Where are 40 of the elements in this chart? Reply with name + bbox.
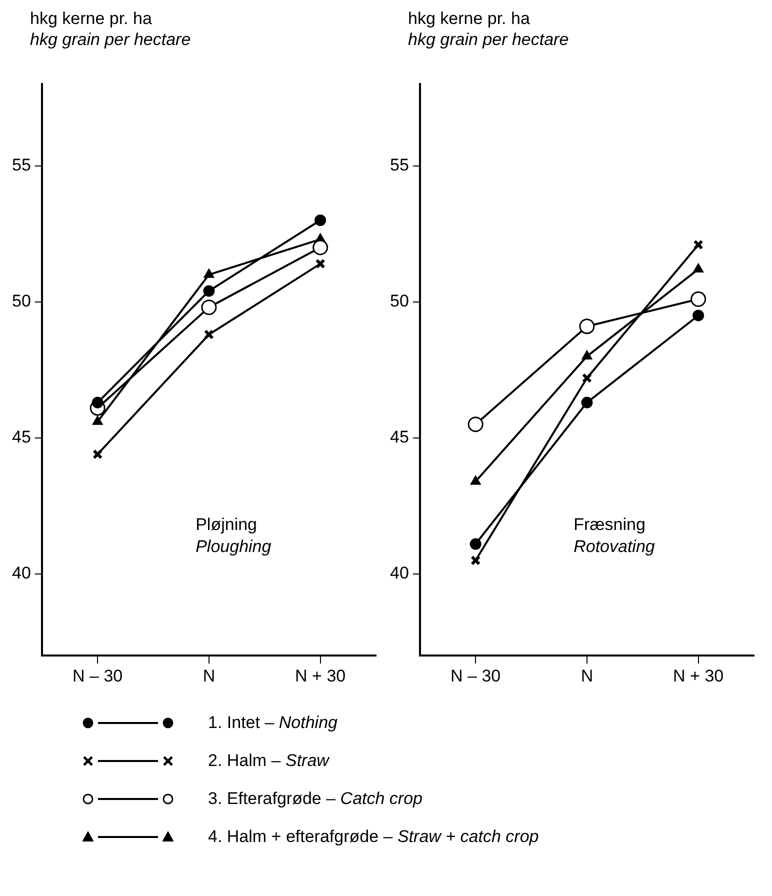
x-tick-label: N – 30 (450, 666, 501, 686)
x-tick-label: N + 30 (673, 666, 724, 686)
legend-label: 4. Halm + efterafgrøde – Straw + catch crop (208, 827, 539, 847)
point (204, 329, 214, 340)
point (92, 416, 103, 425)
y-axis-title: hkg kerne pr. ha hkg grain per hectare (408, 8, 570, 50)
point (690, 291, 706, 307)
point (204, 268, 214, 278)
y-axis-title: hkg kerne pr. ha hkg grain per hectare (30, 8, 192, 50)
point (470, 538, 482, 550)
point (581, 396, 593, 408)
point (312, 240, 328, 256)
point (92, 396, 104, 408)
point (203, 285, 215, 297)
y-tick-label: 55 (12, 156, 31, 175)
x-tick-label: N + 30 (295, 666, 346, 686)
point (579, 318, 595, 334)
x-tick-label: N (202, 666, 216, 686)
legend-label: 1. Intet – Nothing (208, 713, 338, 733)
point (470, 476, 481, 485)
annotation: Pløjning Ploughing (196, 514, 272, 556)
y-tick-label: 50 (12, 292, 31, 311)
legend-label: 2. Halm – Straw (208, 751, 329, 771)
annotation: Fræsning Rotovating (574, 514, 656, 556)
y-tick-label: 45 (12, 428, 31, 447)
y-tick-label: 55 (390, 156, 409, 175)
point (692, 310, 704, 322)
point (201, 300, 217, 316)
point (314, 214, 326, 226)
y-tick-label: 40 (12, 564, 31, 583)
x-tick-label: N (580, 666, 594, 686)
y-tick-label: 45 (390, 428, 409, 447)
point (468, 416, 484, 432)
y-tick-label: 50 (390, 292, 409, 311)
y-tick-label: 40 (390, 564, 409, 583)
x-tick-label: N – 30 (72, 666, 123, 686)
point (693, 263, 704, 272)
legend-label: 3. Efterafgrøde – Catch crop (208, 789, 422, 809)
point (582, 373, 592, 384)
point (582, 350, 592, 360)
